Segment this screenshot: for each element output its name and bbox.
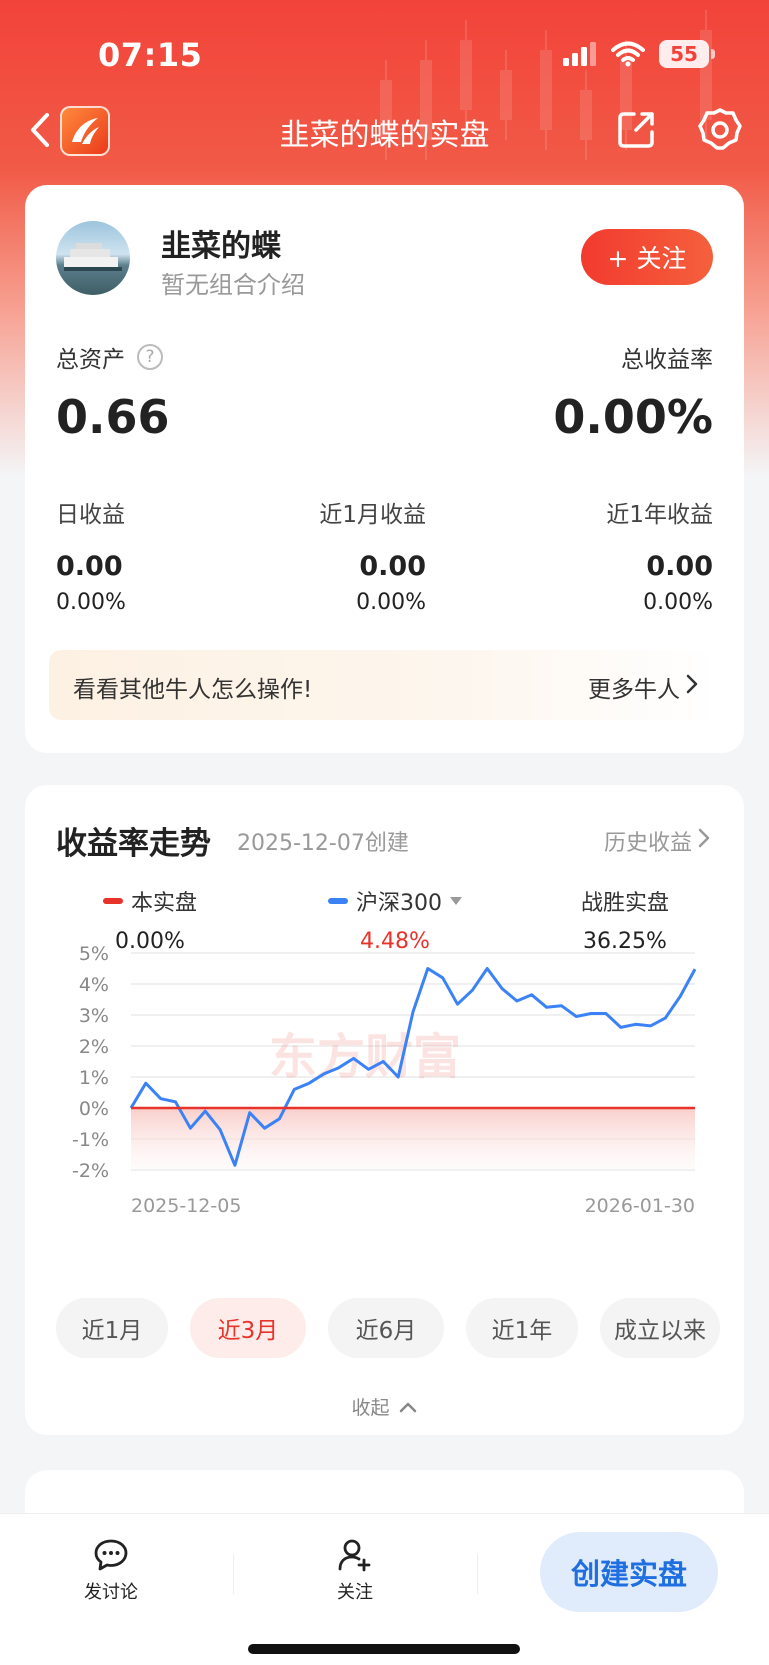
- avatar[interactable]: [56, 221, 130, 295]
- watermark-text: 东方财富: [269, 1029, 461, 1085]
- legend-benchmark[interactable]: 沪深300 4.48%: [310, 885, 480, 954]
- legend-value: 36.25%: [583, 929, 667, 954]
- series-line-hs300: [129, 967, 697, 1167]
- status-bar: 07:15 55: [0, 0, 769, 110]
- user-name: 韭菜的蝶: [161, 229, 281, 264]
- legend-name: 战胜实盘: [580, 891, 669, 916]
- legend-name: 本实盘: [130, 891, 197, 916]
- y-tick-label: 4%: [79, 974, 109, 996]
- stat-value: 0.00: [646, 551, 713, 582]
- avatar-ship-image: [64, 243, 122, 271]
- more-experts-link[interactable]: 更多牛人: [588, 677, 680, 703]
- range-tab[interactable]: 近1月: [56, 1298, 168, 1358]
- back-button[interactable]: [22, 108, 58, 152]
- x-start-label: 2025-12-05: [131, 1195, 241, 1217]
- chevron-up-icon: [399, 1402, 416, 1412]
- promo-banner[interactable]: 看看其他牛人怎么操作! 更多牛人: [49, 650, 720, 720]
- stat-percent: 0.00%: [356, 590, 426, 615]
- legend-beat-rate: 战胜实盘 36.25%: [550, 885, 700, 954]
- bottom-action-bar: 发讨论 关注 创建实盘: [0, 1513, 769, 1665]
- stat-label: 日收益: [56, 502, 125, 528]
- create-portfolio-button[interactable]: 创建实盘: [540, 1532, 718, 1612]
- stat-daily: 日收益 0.00 0.00%: [56, 495, 256, 615]
- total-assets-label-row: 总资产 ?: [56, 340, 163, 374]
- chart-title: 收益率走势: [56, 826, 211, 862]
- chart-created-date: 2025-12-07创建: [237, 831, 409, 856]
- stat-label: 近1月收益: [319, 502, 426, 528]
- app-logo-icon: [72, 118, 99, 144]
- chevron-right-icon: [686, 674, 698, 694]
- total-return-label: 总收益率: [621, 347, 713, 373]
- share-icon: [618, 112, 654, 148]
- stat-month: 近1月收益 0.00 0.00%: [226, 495, 426, 615]
- status-time: 07:15: [98, 36, 203, 74]
- negative-area-fill: [131, 1108, 695, 1170]
- battery-indicator: 55: [659, 40, 715, 68]
- history-returns-link[interactable]: 历史收益: [603, 831, 692, 856]
- range-tab[interactable]: 近1年: [466, 1298, 578, 1358]
- legend-portfolio: 本实盘 0.00%: [80, 885, 220, 954]
- settings-button[interactable]: [696, 106, 744, 154]
- return-chart-card: 收益率走势 2025-12-07创建 历史收益 本实盘 0.00% 沪深300 …: [25, 785, 744, 1435]
- legend-name: 沪深300: [356, 891, 442, 916]
- legend-swatch-blue: [328, 898, 348, 904]
- stat-percent: 0.00%: [643, 590, 713, 615]
- chevron-right-icon: [698, 828, 710, 848]
- user-description: 暂无组合介绍: [161, 271, 305, 299]
- divider: [233, 1554, 234, 1594]
- page-title: 韭菜的蝶的实盘: [279, 118, 490, 153]
- add-user-icon: [338, 1539, 371, 1572]
- follow-label: 关注: [337, 1582, 373, 1603]
- range-tab[interactable]: 近6月: [328, 1298, 444, 1358]
- nav-bar: 韭菜的蝶的实盘: [0, 92, 769, 168]
- home-indicator: [248, 1644, 520, 1654]
- dropdown-triangle-icon: [450, 897, 462, 905]
- range-tabs: 近1月 近3月 近6月 近1年 成立以来: [56, 1298, 744, 1358]
- follow-button[interactable]: + 关注: [581, 229, 713, 285]
- y-tick-label: -1%: [72, 1129, 109, 1151]
- y-tick-label: -2%: [72, 1160, 109, 1182]
- legend-swatch-red: [102, 898, 123, 904]
- profile-card: 韭菜的蝶 暂无组合介绍 + 关注 总资产 ? 总收益率 0.66 0.00% 日…: [25, 185, 744, 753]
- y-tick-label: 3%: [79, 1005, 109, 1027]
- legend-value: 4.48%: [360, 929, 430, 954]
- x-end-label: 2026-01-30: [585, 1195, 695, 1217]
- stat-value: 0.00: [56, 551, 123, 582]
- wifi-icon: [611, 41, 645, 67]
- chevron-left-icon: [31, 113, 49, 147]
- total-assets-value: 0.66: [56, 390, 170, 444]
- legend-value: 0.00%: [115, 929, 185, 954]
- total-assets-label: 总资产: [56, 347, 125, 373]
- y-tick-label: 2%: [79, 1036, 109, 1058]
- total-return-value: 0.00%: [553, 390, 713, 444]
- post-discussion-button[interactable]: 发讨论: [66, 1538, 156, 1604]
- chat-bubble-icon: [94, 1539, 128, 1571]
- discuss-label: 发讨论: [84, 1582, 138, 1603]
- collapse-button[interactable]: 收起: [25, 1393, 744, 1420]
- divider: [477, 1554, 478, 1594]
- y-tick-label: 0%: [79, 1098, 109, 1120]
- range-tab[interactable]: 近3月: [190, 1298, 306, 1358]
- collapse-label: 收起: [351, 1397, 390, 1419]
- share-button[interactable]: [612, 106, 660, 154]
- return-line-chart[interactable]: 5% 4% 3% 2% 1% 0% -1% -2% 东方财富 2025-12-05 2026-0…: [25, 925, 744, 1225]
- bottom-follow-button[interactable]: 关注: [310, 1538, 400, 1604]
- stat-value: 0.00: [359, 551, 426, 582]
- stat-label: 近1年收益: [606, 502, 713, 528]
- status-icons: 55: [563, 40, 715, 68]
- signal-icon: [563, 42, 596, 66]
- y-tick-label: 5%: [79, 943, 109, 965]
- app-logo: [60, 106, 110, 156]
- y-tick-label: 1%: [79, 1067, 109, 1089]
- help-icon[interactable]: ?: [137, 344, 163, 370]
- stat-year: 近1年收益 0.00 0.00%: [513, 495, 713, 615]
- gear-icon: [698, 108, 742, 150]
- stat-percent: 0.00%: [56, 590, 126, 615]
- range-tab[interactable]: 成立以来: [600, 1298, 720, 1358]
- promo-text: 看看其他牛人怎么操作!: [73, 677, 313, 703]
